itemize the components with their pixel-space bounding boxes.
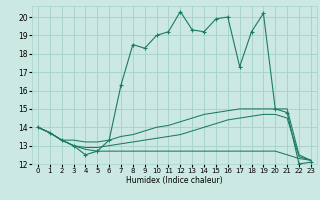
X-axis label: Humidex (Indice chaleur): Humidex (Indice chaleur)	[126, 176, 223, 185]
